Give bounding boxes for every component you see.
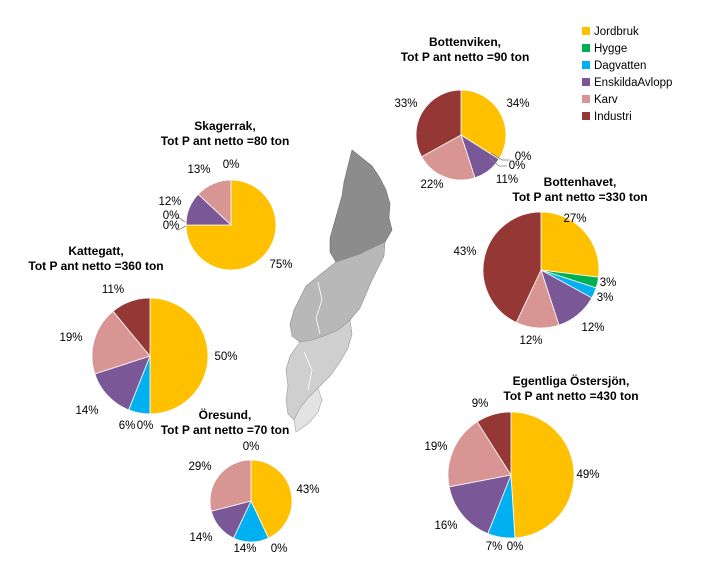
pct-label-bottenviken-dagvatten: 0%: [509, 160, 526, 172]
pie-title-kattegatt-line-2: Tot P ant netto =360 ton: [28, 259, 163, 273]
pie-title-egentliga-ostersjon-line-1: Egentliga Östersjön,: [513, 373, 630, 388]
pie-title-skagerrak-line-2: Tot P ant netto =80 ton: [161, 134, 290, 148]
pie-title-oresund-line-1: Öresund,: [199, 407, 252, 422]
pct-label-oresund-dagvatten: 14%: [233, 543, 256, 555]
slice-kattegatt-jordbruk: [149, 297, 209, 415]
pct-label-egentliga-ostersjon-industri: 9%: [472, 398, 489, 410]
leader-line-bottenviken-0: [490, 152, 510, 161]
legend-label-enskildaavlopp: EnskildaAvlopp: [594, 77, 672, 89]
pct-label-bottenhavet-industri: 43%: [453, 246, 476, 258]
slice-skagerrak-jordbruk: [185, 179, 277, 271]
pct-label-bottenhavet-hygge: 3%: [600, 277, 617, 289]
legend-label-karv: Karv: [594, 94, 618, 106]
slice-bottenhavet-jordbruk: [540, 211, 600, 278]
leader-line-skagerrak-1: [175, 225, 187, 231]
slice-kattegatt-industri: [112, 297, 151, 358]
pct-label-skagerrak-dagvatten: 0%: [163, 220, 180, 232]
pct-label-kattegatt-dagvatten: 6%: [119, 420, 136, 432]
pct-label-egentliga-ostersjon-jordbruk: 49%: [576, 469, 599, 481]
pct-label-egentliga-ostersjon-karv: 19%: [424, 441, 447, 453]
legend: Jordbruk Hygge Dagvatten EnskildaAvlopp Karv…: [582, 26, 672, 123]
pct-label-bottenviken-industri: 33%: [394, 98, 417, 110]
pie-skagerrak: 75%0%0%12%13% 0%Skagerrak,Tot P ant netto…: [158, 119, 292, 271]
map-boundary: [303, 281, 323, 391]
map-region-skane: [293, 387, 323, 433]
pct-label-skagerrak-enskildaavlopp: 12%: [158, 196, 181, 208]
slice-oresund-jordbruk: [250, 459, 293, 539]
pies: 34%0%0%11%22%33%Bottenviken,Tot P ant ne…: [28, 35, 647, 555]
pct-label-skagerrak-industri: 0%: [223, 159, 240, 171]
slice-oresund-karv: [209, 459, 252, 512]
pie-egentliga-ostersjon: 49% 0% 7% 16% 19% 9% Egentliga Östersjön,Tot P…: [424, 373, 638, 553]
legend-swatch-industri: [582, 112, 590, 120]
pie-title-kattegatt-line-1: Kattegatt,: [68, 244, 123, 258]
pct-label-oresund-jordbruk: 43%: [296, 484, 319, 496]
pct-label-skagerrak-karv: 13%: [187, 164, 210, 176]
legend-swatch-jordbruk: [582, 27, 590, 35]
legend-label-industri: Industri: [594, 111, 632, 123]
pct-label-egentliga-ostersjon-hygge: 0%: [507, 541, 524, 553]
pie-title-bottenviken-line-1: Bottenviken,: [429, 35, 501, 49]
leader-line-bottenviken-1: [488, 156, 507, 167]
pct-label-bottenviken-enskildaavlopp: 11%: [496, 174, 518, 186]
pct-label-bottenhavet-karv: 12%: [519, 335, 542, 347]
pct-label-egentliga-ostersjon-dagvatten: 7%: [486, 541, 503, 553]
legend-label-jordbruk: Jordbruk: [594, 26, 639, 38]
pct-label-bottenhavet-dagvatten: 3%: [597, 292, 614, 304]
pct-label-kattegatt-karv: 19%: [59, 332, 82, 344]
legend-swatch-karv: [582, 95, 590, 103]
pct-label-bottenhavet-jordbruk: 27%: [563, 213, 586, 225]
pct-label-bottenviken-jordbruk: 34%: [506, 98, 529, 110]
slice-skagerrak-karv: [197, 179, 232, 226]
pie-title-egentliga-ostersjon-line-2: Tot P ant netto =430 ton: [503, 389, 638, 403]
pct-label-bottenviken-hygge: 0%: [515, 151, 532, 163]
pct-label-kattegatt-jordbruk: 50%: [214, 351, 237, 363]
pct-label-kattegatt-enskildaavlopp: 14%: [75, 405, 98, 417]
slice-egentliga-ostersjon-enskildaavlopp: [448, 474, 512, 535]
pct-label-oresund-industri: 0%: [243, 441, 260, 453]
legend-swatch-enskildaavlopp: [582, 78, 590, 86]
pie-title-bottenhavet-line-2: Tot P ant netto =330 ton: [512, 190, 647, 204]
pct-label-oresund-karv: 29%: [188, 461, 211, 473]
slice-bottenhavet-industri: [482, 211, 542, 324]
pie-title-bottenhavet-line-1: Bottenhavet,: [544, 175, 617, 189]
pct-label-bottenhavet-enskildaavlopp: 12%: [581, 322, 604, 334]
slice-bottenviken-karv: [421, 134, 476, 181]
leader-line-skagerrak-0: [175, 216, 186, 223]
legend-label-dagvatten: Dagvatten: [594, 60, 646, 72]
pct-label-egentliga-ostersjon-enskildaavlopp: 16%: [434, 520, 457, 532]
slice-egentliga-ostersjon-karv: [447, 421, 512, 488]
pct-label-kattegatt-industri: 11%: [102, 284, 124, 296]
pie-title-skagerrak-line-1: Skagerrak,: [194, 119, 255, 133]
pie-bottenhavet: 27% 3% 3% 12% 12% 43% Bottenhavet,Tot P ant ne…: [453, 175, 647, 347]
legend-label-hygge: Hygge: [594, 43, 627, 55]
pct-label-bottenviken-karv: 22%: [420, 179, 443, 191]
pct-label-skagerrak-hygge: 0%: [163, 210, 180, 222]
pct-label-oresund-enskildaavlopp: 14%: [189, 532, 212, 544]
slice-egentliga-ostersjon-jordbruk: [510, 411, 575, 539]
sweden-map: [285, 149, 393, 433]
pct-label-oresund-hygge: 0%: [271, 543, 288, 555]
pie-kattegatt: 50% 0%6% 14% 19% 11% Kattegatt,Tot P ant nett…: [28, 244, 237, 432]
pie-bottenviken: 34% 0%0% 11% 22% 33% Bottenviken,Tot P ant ne…: [394, 35, 531, 191]
pie-title-oresund-line-2: Tot P ant netto =70 ton: [161, 423, 290, 437]
slice-kattegatt-karv: [91, 310, 151, 375]
legend-swatch-dagvatten: [582, 61, 590, 69]
pie-oresund: 43% 0% 14% 14% 29% 0% Öresund,Tot P ant netto …: [161, 407, 320, 555]
slice-egentliga-ostersjon-industri: [476, 411, 512, 477]
pie-title-bottenviken-line-2: Tot P ant netto =90 ton: [401, 50, 530, 64]
slice-bottenviken-industri: [415, 89, 462, 158]
pct-label-skagerrak-jordbruk: 75%: [269, 259, 292, 271]
legend-swatch-hygge: [582, 44, 590, 52]
pct-label-kattegatt-hygge: 0%: [137, 420, 154, 432]
